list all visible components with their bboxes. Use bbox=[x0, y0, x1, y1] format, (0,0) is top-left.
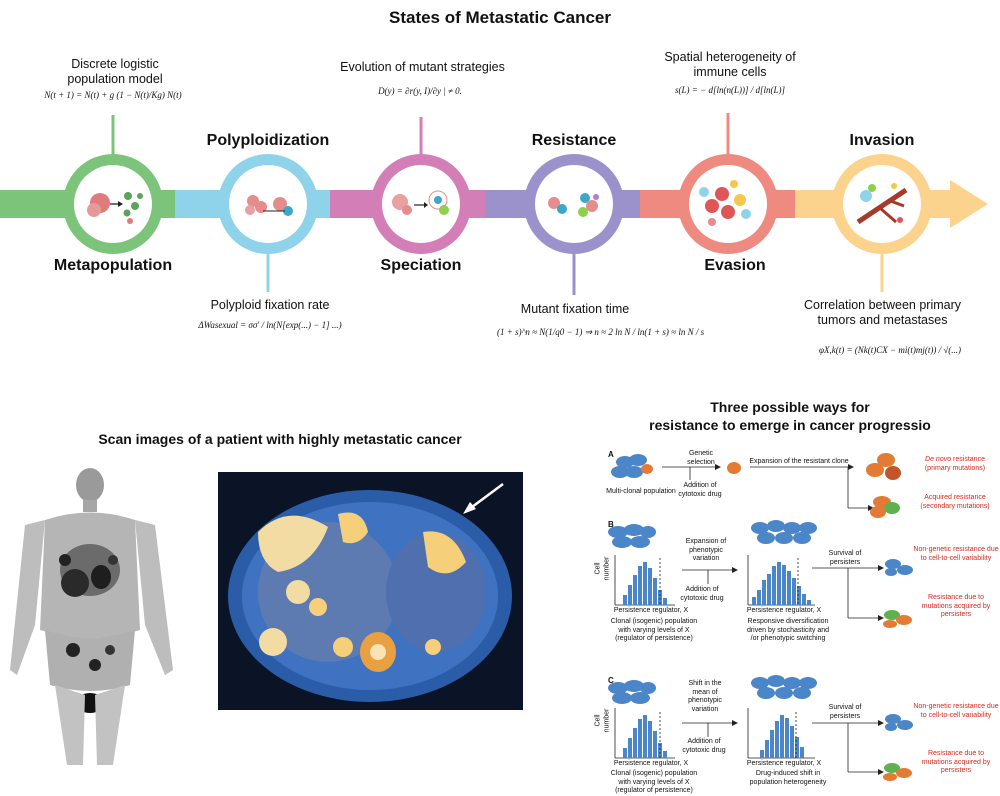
page-title: States of Metastatic Cancer bbox=[388, 8, 612, 27]
panel-b-left-caption: Clonal (isogenic) population with varyin… bbox=[610, 618, 698, 642]
stage-circle-speciation bbox=[371, 154, 471, 254]
panel-a-denovo-sub: (primary mutations) bbox=[924, 464, 986, 472]
panel-b-step1: Expansion of phenotypic variation bbox=[685, 538, 727, 562]
stage-circle-metapopulation bbox=[63, 154, 163, 254]
panel-a-outcome-acquired: Acquired resistance (secondary mutations… bbox=[910, 494, 1000, 511]
panel-b-outcome-mutations: Resistance due to mutations acquired by … bbox=[921, 594, 991, 618]
stage-name-resistance: Resistance bbox=[531, 132, 617, 149]
formula-evasion: s(L) = − d[ln(n(L))] / d[ln(L)] bbox=[675, 85, 785, 95]
annotation-invasion: Correlation between primary tumors and m… bbox=[803, 298, 961, 327]
panel-c-outcome-mutations: Resistance due to mutations acquired by … bbox=[921, 750, 991, 774]
panel-c-survival: Survival of persisters bbox=[828, 704, 862, 720]
stage-name-evasion: Evasion bbox=[704, 257, 766, 274]
panel-b-outcome-nongenetic: Non-genetic resistance due to cell-to-ce… bbox=[913, 546, 999, 562]
panel-b-xlabel-left: Persistence regulator, X bbox=[613, 607, 689, 614]
stage-name-invasion: Invasion bbox=[849, 132, 915, 149]
panel-c-xlabel-left: Persistence regulator, X bbox=[613, 760, 689, 767]
formula-metapopulation: N(t + 1) = N(t) + g (1 − N(t)/Kg) N(t) bbox=[44, 90, 182, 100]
panel-c-outcome-nongenetic: Non-genetic resistance due to cell-to-ce… bbox=[913, 703, 999, 719]
resistance-title-line1: Three possible ways for bbox=[710, 399, 870, 415]
formula-polyploidization: ΔWasexual = σσ′ / ln(N[exp(...) − 1] ...… bbox=[198, 320, 342, 330]
stage-circle-evasion bbox=[678, 154, 778, 254]
panel-a-step2: Addition of cytotoxic drug bbox=[678, 482, 722, 498]
panel-a-acquired-label: Acquired resistance bbox=[924, 494, 986, 501]
panel-a-denovo-rest: resistance bbox=[951, 456, 985, 463]
stage-name-speciation: Speciation bbox=[380, 257, 462, 274]
stage-name-polyploidization: Polyploidization bbox=[206, 132, 330, 149]
ct-scan-image bbox=[218, 472, 523, 710]
formula-invasion: φX,k(t) = (Nk(t)CX − mi(t)mj(t)) / √(...… bbox=[818, 345, 962, 355]
panel-c-xlabel-right: Persistence regulator, X bbox=[746, 760, 822, 767]
resistance-diagram bbox=[608, 453, 913, 781]
panel-a-step1: Genetic selection bbox=[687, 450, 715, 466]
pet-scan-image bbox=[5, 465, 180, 770]
panel-a-expansion: Expansion of the resistant clone bbox=[749, 458, 849, 465]
panel-b-graphic bbox=[608, 520, 913, 628]
panel-c-letter: C bbox=[608, 676, 614, 685]
annotation-speciation: Evolution of mutant strategies bbox=[340, 60, 505, 74]
panel-b-survival: Survival of persisters bbox=[828, 550, 862, 566]
panel-a-denovo-italic: De novo bbox=[925, 456, 952, 463]
stage-circle-polyploidization bbox=[218, 154, 318, 254]
panel-c-left-caption: Clonal (isogenic) population with varyin… bbox=[610, 770, 698, 794]
panel-a-acquired-sub: (secondary mutations) bbox=[920, 502, 990, 510]
scan-title: Scan images of a patient with highly met… bbox=[98, 431, 462, 447]
panel-a-graphic bbox=[611, 453, 901, 518]
panel-c-step2: Addition of cytotoxic drug bbox=[682, 738, 726, 754]
panel-c-step1: Shift in the mean of phenotypic variatio… bbox=[688, 680, 722, 713]
annotation-resistance: Mutant fixation time bbox=[520, 302, 630, 316]
panel-b-ylabel: Cell number bbox=[594, 556, 611, 581]
timeline-graphic bbox=[0, 113, 988, 295]
annotation-metapopulation: Discrete logistic population model bbox=[67, 57, 163, 86]
annotation-polyploidization: Polyploid fixation rate bbox=[210, 298, 330, 312]
panel-b-right-caption: Responsive diversification driven by sto… bbox=[746, 618, 830, 642]
panel-b-letter: B bbox=[608, 520, 614, 529]
panel-c-right-caption: Drug-induced shift in population heterog… bbox=[749, 770, 827, 786]
panel-b-xlabel-right: Persistence regulator, X bbox=[746, 607, 822, 614]
formula-speciation: D(y) = ∂r(y, I)/∂y | ≠ 0. bbox=[378, 86, 462, 96]
panel-a-outcome-denovo: De novo resistance (primary mutations) bbox=[910, 456, 1000, 473]
stage-name-metapopulation: Metapopulation bbox=[53, 257, 173, 274]
formula-resistance: (1 + s)^n ≈ N(1/q0 − 1) ⇒ n ≈ 2 ln N / l… bbox=[497, 327, 705, 337]
stage-circle-resistance bbox=[524, 154, 624, 254]
stage-circle-invasion bbox=[832, 154, 932, 254]
panel-a-population-label: Multi-clonal population bbox=[606, 488, 676, 495]
resistance-title-line2: resistance to emerge in cancer progressi… bbox=[649, 417, 931, 433]
timeline-arrowhead bbox=[950, 180, 988, 228]
panel-c-ylabel: Cell number bbox=[594, 708, 611, 733]
panel-c-graphic bbox=[608, 675, 913, 781]
annotation-evasion: Spatial heterogeneity of immune cells bbox=[664, 50, 796, 79]
panel-b-step2: Addition of cytotoxic drug bbox=[680, 586, 724, 602]
panel-a-letter: A bbox=[608, 450, 614, 459]
